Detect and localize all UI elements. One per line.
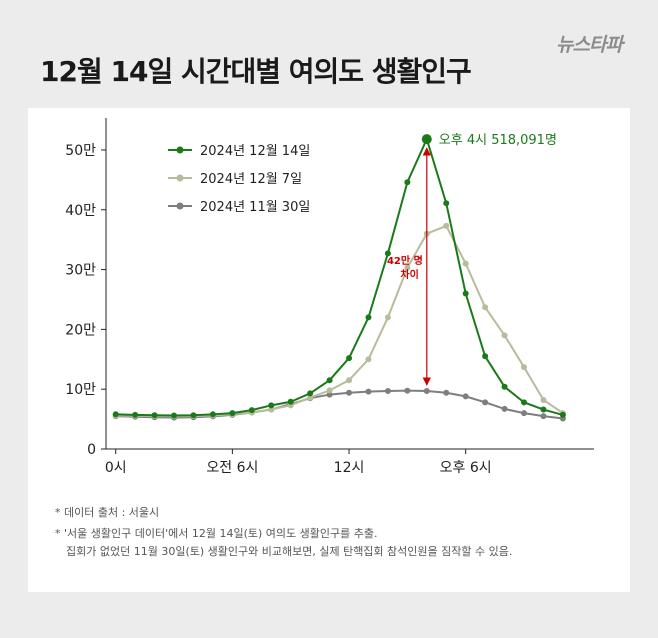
legend-swatch-marker [176,174,184,182]
peak-point [421,134,432,145]
comparison-note: 집회가 없었던 11월 30일(토) 생활인구와 비교해보면, 실제 탄핵집회 … [66,545,513,558]
data-point [346,355,353,362]
data-point [268,406,275,413]
data-point [384,250,391,257]
data-point [307,390,314,397]
data-point [423,387,430,394]
data-point [404,387,411,394]
data-point [346,377,353,384]
legend-swatch-marker [176,202,184,210]
y-tick-label: 0 [87,442,96,458]
data-point [209,411,216,418]
data-point [190,412,197,419]
data-point [443,200,450,207]
y-tick-label: 40만 [65,203,96,219]
x-tick-label: 오후 6시 [440,460,492,476]
data-point [404,264,411,271]
data-point [462,290,469,297]
newstapa-logo: 뉴스타파 [556,34,623,56]
data-point [482,353,489,360]
data-point [132,411,139,418]
y-tick-label: 10만 [65,382,96,398]
data-point [482,304,489,311]
data-point [268,402,275,409]
data-point [521,399,528,406]
data-point [501,332,508,339]
data-point [287,398,294,405]
series-line [115,389,564,420]
legend-entry: 2024년 12월 7일 [200,172,302,187]
data-point [482,399,489,406]
data-point [384,314,391,321]
data-point [521,410,528,417]
chart-card: 0 10만 20만 30만 40만 50만 0시 오전 6시 12시 오후 6시 오후 4시 518… [28,108,630,592]
data-point [151,412,158,419]
data-point [112,411,119,418]
peak-label: 오후 4시 518,091명 [439,133,557,148]
data-point [521,364,528,371]
legend-entry: 2024년 11월 30일 [200,200,310,215]
data-point [248,407,255,414]
data-point [462,393,469,400]
data-point [365,388,372,395]
y-tick-label: 20만 [65,322,96,338]
population-line-chart: 0 10만 20만 30만 40만 50만 0시 오전 6시 12시 오후 6시 오후 4시 518… [65,118,594,476]
data-point [384,387,391,394]
data-point [462,260,469,267]
series-line [115,224,564,418]
data-point [326,387,333,394]
data-point [365,314,372,321]
legend-entry: 2024년 12월 14일 [200,144,310,159]
data-point [540,413,547,420]
legend-swatch-marker [176,146,184,154]
data-point [540,406,547,413]
data-source-note: * 데이터 출처 : 서울시 [55,506,160,519]
data-point [559,411,566,418]
difference-label-amount: 42만 명 [387,254,423,267]
data-point [307,394,314,401]
data-point [443,389,450,396]
data-point [229,410,236,417]
y-tick-label: 30만 [65,263,96,279]
data-point [365,356,372,363]
x-tick-label: 0시 [105,460,127,476]
method-note: * '서울 생활인구 데이터'에서 12월 14일(토) 여의도 생활인구를 추… [55,527,378,540]
data-point [171,412,178,419]
series-line [115,136,564,417]
x-tick-label: 오전 6시 [206,460,258,476]
data-point [540,396,547,403]
difference-label-text: 차이 [400,268,418,281]
data-point [404,179,411,186]
data-point [326,377,333,384]
data-point [326,391,333,398]
data-point [443,222,450,229]
page-title: 12월 14일 시간대별 여의도 생활인구 [40,55,472,88]
y-tick-label: 50만 [65,143,96,159]
x-tick-label: 12시 [334,460,365,476]
data-point [501,405,508,412]
data-point [346,389,353,396]
data-point [501,383,508,390]
